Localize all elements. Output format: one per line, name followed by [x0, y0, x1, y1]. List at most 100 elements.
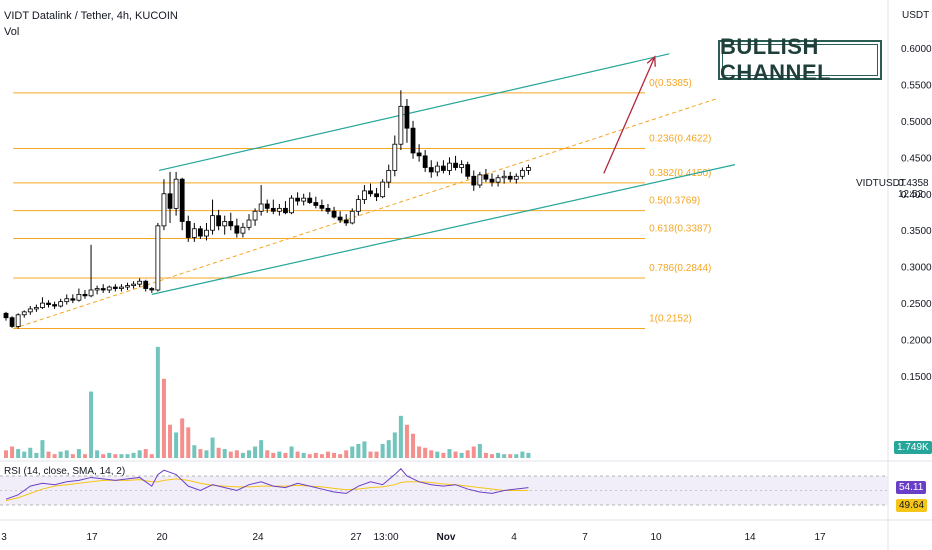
volume-bar: [417, 446, 422, 458]
candle-down: [465, 164, 471, 177]
volume-bar: [259, 440, 264, 458]
fib-level-label: 1(0.2152): [649, 313, 692, 324]
candle-up: [434, 165, 440, 173]
volume-bar: [113, 454, 118, 458]
price-tag-symbol: VIDTUSDT: [856, 178, 906, 189]
volume-bar: [64, 450, 69, 458]
candle-down: [453, 162, 458, 168]
volume-bar: [514, 454, 519, 458]
candle-up: [27, 308, 33, 313]
time-tick-label: 27: [350, 532, 362, 543]
candle-up: [258, 203, 264, 212]
volume-bar: [502, 454, 507, 458]
candle-down: [410, 127, 416, 154]
candle-down: [82, 293, 88, 297]
candle-up: [289, 197, 294, 214]
candle-down: [307, 197, 313, 203]
time-tick-label: 17: [814, 532, 826, 543]
candle-down: [428, 167, 434, 173]
volume-bar: [380, 443, 385, 458]
volume-bar: [295, 451, 300, 458]
volume-bar: [325, 451, 330, 458]
candle-down: [216, 215, 222, 227]
candle-down: [197, 228, 203, 237]
volume-bar: [198, 449, 203, 458]
volume-bar: [95, 450, 100, 458]
volume-bar: [234, 450, 239, 458]
candle-up: [386, 170, 392, 183]
candle-down: [374, 193, 379, 198]
volume-bar: [82, 454, 87, 458]
candle-up: [125, 285, 130, 288]
volume-bar: [265, 450, 270, 458]
price-tick-label: 0.6000: [901, 44, 932, 55]
volume-bar: [508, 454, 513, 458]
volume-bar: [271, 452, 276, 458]
candle-down: [149, 288, 155, 291]
time-tick-label: 4: [511, 532, 517, 543]
candle-down: [422, 155, 428, 168]
volume-bar: [386, 440, 391, 458]
volume-bar: [46, 451, 51, 458]
time-tick-label: 10: [650, 532, 662, 543]
volume-label: Vol: [4, 26, 20, 38]
volume-bar: [161, 378, 166, 458]
time-tick-label: 3: [1, 532, 7, 543]
fib-level-label: 0(0.5385): [649, 78, 692, 89]
candle-up: [119, 286, 124, 289]
volume-bar: [210, 437, 215, 458]
volume-bar: [344, 450, 349, 458]
candle-up: [398, 105, 404, 145]
candle-up: [106, 286, 112, 291]
candle-down: [295, 197, 301, 202]
volume-bar: [155, 346, 160, 458]
candle-up: [40, 302, 45, 308]
candle-down: [343, 219, 349, 224]
volume-bar: [107, 452, 112, 458]
volume-bar: [168, 424, 173, 458]
volume-bar: [143, 449, 148, 458]
rsi-line: [5, 468, 529, 500]
candle-down: [234, 225, 240, 234]
candle-up: [94, 288, 100, 291]
volume-bar: [283, 452, 288, 458]
volume-bar: [301, 452, 306, 458]
price-tag-countdown: 12:52: [898, 189, 924, 200]
volume-bar: [496, 452, 501, 458]
candle-up: [88, 289, 94, 297]
volume-bar: [362, 441, 367, 458]
candle-up: [355, 199, 361, 212]
volume-bar: [411, 433, 416, 458]
price-tick-label: 0.3000: [901, 263, 932, 274]
candle-up: [301, 197, 307, 202]
candle-up: [349, 210, 355, 224]
volume-bar: [471, 446, 476, 458]
candle-up: [380, 181, 386, 198]
volume-bar: [149, 454, 154, 458]
volume-bar: [332, 452, 337, 458]
candle-up: [459, 164, 465, 168]
fib-level-label: 0.5(0.3769): [649, 196, 700, 207]
bullish-channel-badge: BULLISH CHANNEL: [718, 34, 882, 85]
candle-down: [416, 152, 422, 157]
candle-up: [501, 175, 507, 179]
volume-bar: [441, 452, 446, 458]
rsi-label: RSI (14, close, SMA, 14, 2): [4, 466, 126, 477]
candle-up: [15, 314, 21, 327]
volume-bar: [483, 452, 488, 458]
volume-bar: [10, 446, 15, 458]
candle-up: [519, 170, 525, 177]
volume-bar: [350, 446, 355, 458]
volume-bar: [319, 454, 324, 458]
price-tick-label: 0.4500: [901, 153, 932, 164]
volume-bar: [180, 418, 185, 458]
candle-down: [100, 288, 106, 291]
candle-up: [191, 228, 197, 238]
candle-up: [21, 311, 27, 316]
candle-down: [9, 317, 15, 327]
candle-up: [252, 210, 258, 221]
volume-bar: [137, 450, 142, 458]
candle-down: [489, 178, 495, 183]
time-tick-label: 20: [156, 532, 168, 543]
